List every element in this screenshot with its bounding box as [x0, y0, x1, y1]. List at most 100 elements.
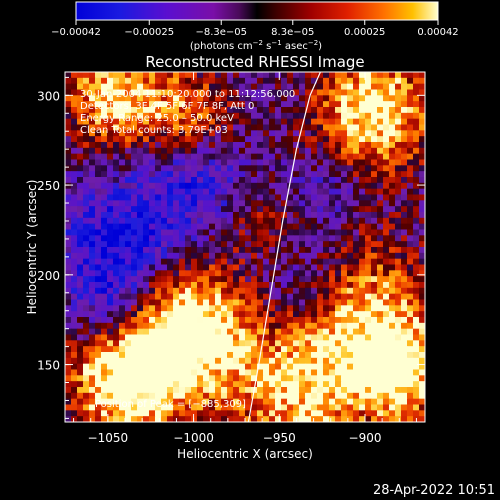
heatmap-cell: [179, 299, 186, 306]
heatmap-cell: [89, 206, 96, 213]
heatmap-cell: [383, 182, 390, 190]
heatmap-cell: [287, 334, 294, 341]
heatmap-cell: [287, 311, 294, 318]
heatmap-cell: [359, 101, 366, 108]
heatmap-cell: [401, 212, 408, 219]
heatmap-cell: [125, 270, 132, 277]
heatmap-cell: [401, 270, 408, 277]
heatmap-cell: [227, 276, 234, 283]
heatmap-cell: [101, 124, 108, 131]
heatmap-cell: [83, 165, 90, 172]
heatmap-cell: [143, 317, 150, 324]
heatmap-cell: [323, 206, 330, 213]
heatmap-cell: [287, 264, 294, 271]
heatmap-cell: [71, 287, 78, 295]
heatmap-cell: [275, 293, 282, 300]
heatmap-cell: [287, 363, 294, 370]
heatmap-cell: [71, 159, 78, 166]
heatmap-cell: [221, 136, 228, 143]
heatmap-cell: [149, 410, 156, 417]
heatmap-cell: [341, 346, 348, 353]
heatmap-cell: [389, 299, 396, 306]
heatmap-cell: [149, 101, 156, 108]
heatmap-cell: [101, 223, 108, 230]
heatmap-cell: [371, 101, 378, 108]
heatmap-cell: [107, 305, 114, 312]
heatmap-cell: [317, 72, 324, 79]
heatmap-cell: [251, 328, 258, 335]
heatmap-cell: [293, 77, 300, 85]
heatmap-cell: [209, 363, 216, 370]
heatmap-cell: [323, 357, 330, 365]
heatmap-cell: [245, 217, 252, 225]
heatmap-cell: [161, 334, 168, 341]
heatmap-cell: [389, 177, 396, 184]
heatmap-cell: [107, 334, 114, 341]
heatmap-cell: [245, 264, 252, 271]
heatmap-cell: [401, 311, 408, 318]
heatmap-cell: [227, 352, 234, 359]
heatmap-cell: [125, 282, 132, 289]
heatmap-cell: [227, 375, 234, 382]
heatmap-cell: [227, 223, 234, 230]
heatmap-cell: [101, 72, 108, 79]
heatmap-cell: [341, 235, 348, 242]
heatmap-cell: [77, 153, 84, 160]
heatmap-cell: [113, 293, 120, 300]
heatmap-cell: [251, 258, 258, 265]
heatmap-cell: [143, 270, 150, 277]
heatmap-cell: [341, 258, 348, 265]
heatmap-cell: [353, 328, 360, 335]
heatmap-cell: [341, 276, 348, 283]
heatmap-cell: [281, 194, 288, 201]
heatmap-cell: [353, 182, 360, 190]
heatmap-cell: [89, 328, 96, 335]
heatmap-cell: [167, 112, 174, 120]
heatmap-cell: [149, 130, 156, 137]
heatmap-cell: [65, 299, 72, 306]
heatmap-cell: [167, 293, 174, 300]
heatmap-cell: [311, 276, 318, 283]
heatmap-cell: [107, 287, 114, 295]
heatmap-cell: [215, 130, 222, 137]
heatmap-cell: [347, 112, 354, 120]
heatmap-cell: [251, 363, 258, 370]
heatmap-cell: [203, 287, 210, 295]
heatmap-cell: [407, 369, 414, 376]
heatmap-cell: [239, 177, 246, 184]
heatmap-cell: [185, 311, 192, 318]
heatmap-cell: [383, 107, 390, 114]
heatmap-image: [65, 72, 425, 422]
heatmap-cell: [413, 77, 420, 85]
heatmap-cell: [263, 375, 270, 382]
heatmap-cell: [389, 77, 396, 85]
heatmap-cell: [143, 381, 150, 388]
heatmap-cell: [353, 381, 360, 388]
heatmap-cell: [329, 165, 336, 172]
heatmap-cell: [377, 142, 384, 149]
heatmap-cell: [191, 72, 198, 79]
heatmap-cell: [281, 375, 288, 382]
heatmap-cell: [305, 118, 312, 125]
heatmap-cell: [287, 107, 294, 114]
heatmap-cell: [197, 398, 204, 405]
heatmap-cell: [413, 305, 420, 312]
heatmap-cell: [167, 392, 174, 400]
heatmap-cell: [77, 357, 84, 365]
heatmap-cell: [257, 247, 264, 254]
heatmap-cell: [161, 83, 168, 90]
heatmap-cell: [191, 241, 198, 248]
heatmap-cell: [329, 101, 336, 108]
heatmap-cell: [131, 293, 138, 300]
heatmap-cell: [311, 112, 318, 120]
heatmap-cell: [185, 142, 192, 149]
heatmap-cell: [89, 212, 96, 219]
heatmap-cell: [191, 264, 198, 271]
heatmap-cell: [311, 334, 318, 341]
heatmap-cell: [401, 200, 408, 207]
heatmap-cell: [341, 322, 348, 330]
heatmap-cell: [233, 107, 240, 114]
heatmap-cell: [221, 398, 228, 405]
heatmap-cell: [95, 194, 102, 201]
heatmap-cell: [167, 264, 174, 271]
